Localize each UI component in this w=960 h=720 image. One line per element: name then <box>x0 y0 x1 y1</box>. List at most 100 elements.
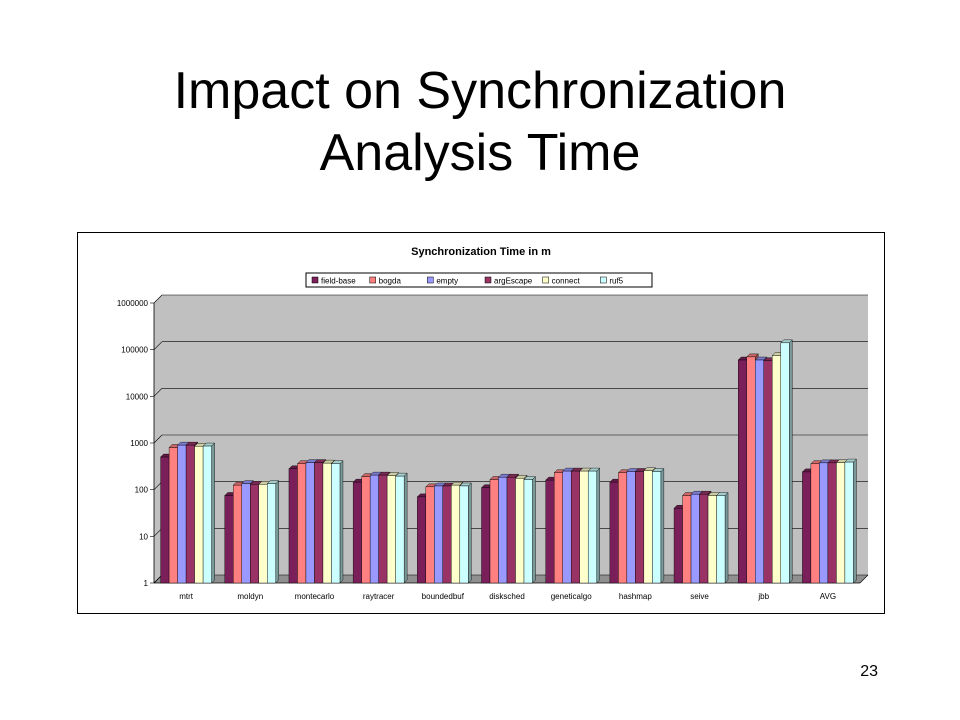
bar-side <box>275 480 279 584</box>
legend-swatch <box>427 276 434 284</box>
legend-label: field-base <box>321 277 356 286</box>
legend-swatch <box>369 276 376 284</box>
x-tick-label: boundedbuf <box>422 592 465 601</box>
x-tick-label: mtrt <box>179 592 194 601</box>
bar-ruf5-AVG <box>844 461 854 584</box>
bar-side <box>789 339 793 584</box>
x-tick-label: montecarlo <box>295 592 335 601</box>
x-tick-label: geneticalgo <box>551 592 592 601</box>
bar-field-base-disksched <box>481 487 491 584</box>
bar-bogda-AVG <box>810 463 820 584</box>
bar-connect-boundedbuf <box>451 484 461 584</box>
bar-chart: Synchronization Time in m field-base bogda… <box>117 246 869 601</box>
y-tick-label: 1 <box>144 579 149 588</box>
bar-field-base-seive <box>673 508 683 584</box>
legend-label: bogda <box>379 277 402 286</box>
bar-ruf5-hashmap <box>652 471 662 584</box>
bar-field-base-mtrt <box>160 456 170 584</box>
gridline-side <box>153 341 163 350</box>
chart-title: Synchronization Time in m <box>411 246 551 258</box>
bar-bogda-hashmap <box>618 472 628 584</box>
bar-field-base-jbb <box>738 359 747 584</box>
bar-side <box>403 472 408 584</box>
legend-swatch <box>542 276 549 284</box>
bar-connect-hashmap <box>643 470 653 584</box>
bar-argEscape-moldyn <box>250 484 259 584</box>
bar-field-base-raytracer <box>352 481 362 584</box>
bar-ruf5-montecarlo <box>331 463 341 584</box>
legend-label: ruf5 <box>609 277 623 286</box>
page-number: 23 <box>860 663 878 680</box>
bar-bogda-mtrt <box>168 447 178 584</box>
legend-label: argEscape <box>494 277 533 286</box>
bar-connect-montecarlo <box>322 462 332 584</box>
bar-argEscape-hashmap <box>635 471 645 584</box>
bar-bogda-boundedbuf <box>425 486 435 584</box>
x-tick-label: hashmap <box>619 592 652 601</box>
bar-connect-raytracer <box>386 475 396 584</box>
bar-connect-AVG <box>836 462 846 584</box>
bar-argEscape-geneticalgo <box>570 470 580 584</box>
bar-connect-seive <box>707 495 717 584</box>
bar-empty-hashmap <box>626 471 636 584</box>
bar-side <box>853 458 857 584</box>
bar-empty-disksched <box>498 476 508 584</box>
bar-field-base-geneticalgo <box>545 479 555 584</box>
bar-ruf5-jbb <box>780 342 790 584</box>
bar-empty-boundedbuf <box>434 485 444 584</box>
bar-empty-seive <box>690 493 700 584</box>
bar-field-base-AVG <box>802 471 812 584</box>
bar-bogda-montecarlo <box>297 463 307 584</box>
slide-title: Impact on Synchronization Analysis Time <box>0 60 960 184</box>
bar-field-base-moldyn <box>224 495 234 584</box>
x-tick-label: seive <box>690 592 709 601</box>
bar-empty-AVG <box>819 462 829 584</box>
x-tick-label: moldyn <box>237 592 263 601</box>
bar-argEscape-mtrt <box>185 444 195 584</box>
bar-side <box>532 476 536 584</box>
bar-connect-moldyn <box>258 484 268 584</box>
chart-frame: Synchronization Time in m field-base bogda… <box>77 232 885 614</box>
y-tick-label: 10 <box>139 532 148 541</box>
bar-empty-moldyn <box>241 483 251 584</box>
y-tick-label: 1000 <box>130 439 148 448</box>
bar-side <box>660 468 665 584</box>
bar-empty-raytracer <box>369 474 379 584</box>
bar-side <box>339 460 344 584</box>
bar-argEscape-disksched <box>506 476 516 584</box>
bar-ruf5-disksched <box>523 479 533 584</box>
legend-label: empty <box>436 277 458 286</box>
gridline-side <box>153 434 163 444</box>
bar-connect-mtrt <box>194 446 204 584</box>
x-tick-label: disksched <box>489 592 525 601</box>
bar-field-base-hashmap <box>609 481 619 584</box>
bar-argEscape-AVG <box>827 462 837 584</box>
legend-swatch <box>484 276 492 284</box>
bar-connect-disksched <box>515 478 525 584</box>
bar-bogda-disksched <box>489 479 499 584</box>
bar-field-base-boundedbuf <box>417 496 427 584</box>
bar-bogda-seive <box>682 495 692 584</box>
bar-argEscape-raytracer <box>378 474 388 584</box>
bar-side <box>596 467 600 584</box>
bar-ruf5-geneticalgo <box>587 470 597 584</box>
bar-bogda-moldyn <box>233 484 242 584</box>
bar-connect-geneticalgo <box>579 470 589 584</box>
y-tick-label: 100000 <box>121 346 148 355</box>
bar-field-base-montecarlo <box>288 468 298 584</box>
bar-side <box>724 492 729 584</box>
bar-ruf5-raytracer <box>395 475 405 584</box>
legend-label: connect <box>552 277 581 286</box>
bar-empty-mtrt <box>177 444 187 584</box>
bar-bogda-geneticalgo <box>553 472 563 584</box>
bar-side <box>468 482 472 584</box>
y-tick-label: 10000 <box>126 392 149 401</box>
x-tick-label: AVG <box>820 592 836 601</box>
legend-box <box>305 272 653 288</box>
bar-bogda-raytracer <box>361 476 371 584</box>
bar-argEscape-seive <box>699 493 709 584</box>
bar-side <box>211 442 215 584</box>
bar-ruf5-seive <box>716 495 726 584</box>
x-tick-label: raytracer <box>363 592 395 601</box>
bar-ruf5-boundedbuf <box>459 485 469 584</box>
